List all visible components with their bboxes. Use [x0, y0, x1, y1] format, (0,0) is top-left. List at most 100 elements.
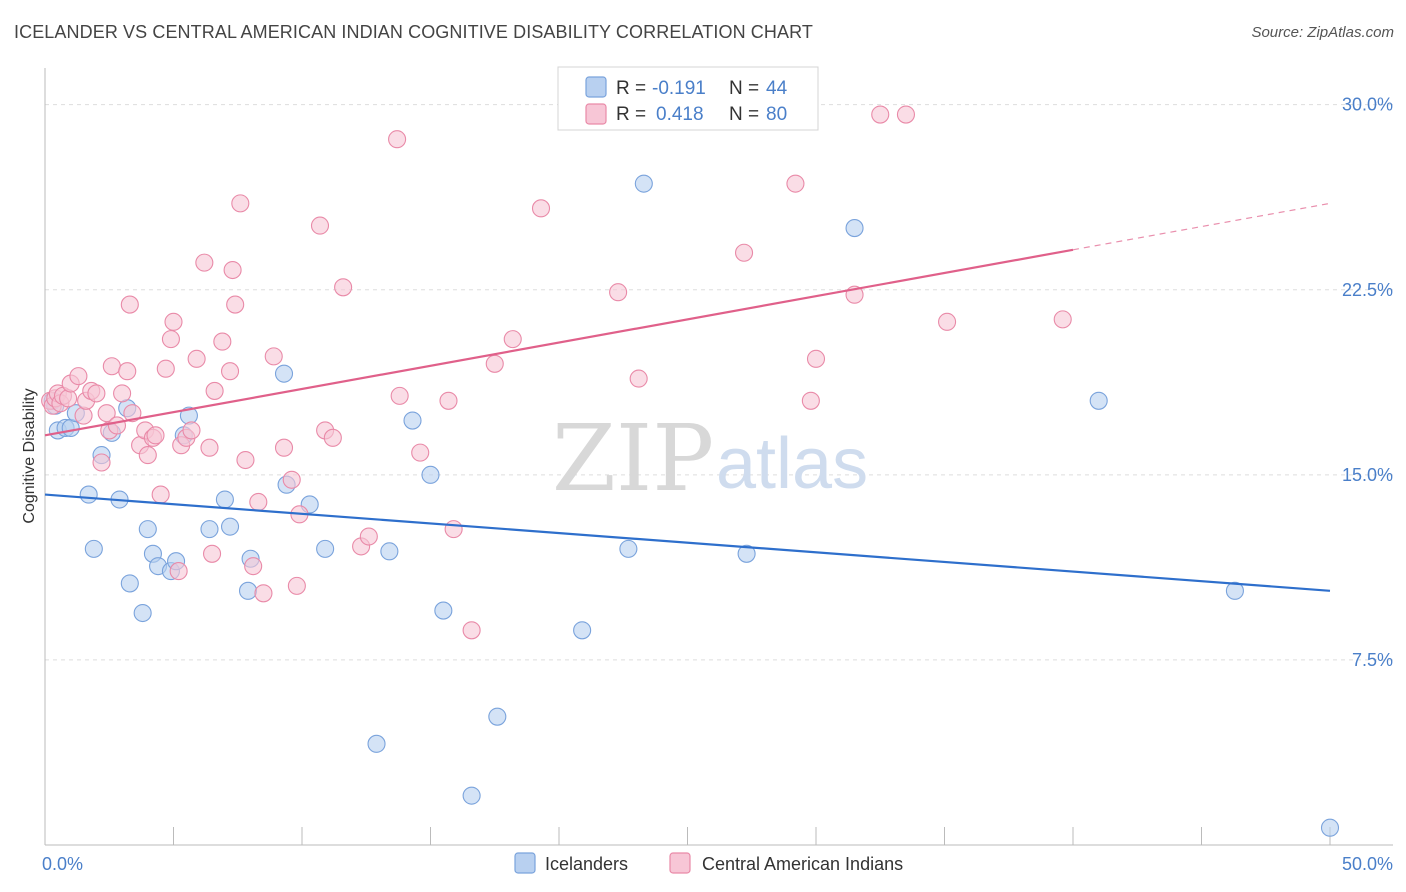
- correlation-legend: R = -0.191 N = 44 R = 0.418 N = 80: [557, 66, 819, 131]
- central-american-indians-point-74: [806, 349, 826, 368]
- central-american-indians-point-16: [102, 357, 121, 376]
- watermark-zip: ZIP: [552, 405, 714, 512]
- central-american-indians-point-8: [69, 367, 88, 386]
- central-american-indians-point-62: [411, 443, 430, 462]
- bottom-legend-swatch-icelanders: [514, 852, 536, 874]
- central-american-indians-point-43: [226, 295, 245, 314]
- central-american-indians-point-69: [609, 283, 628, 302]
- central-american-indians-point-38: [203, 544, 222, 563]
- central-american-indians-point-60: [388, 130, 407, 149]
- chart-title: ICELANDER VS CENTRAL AMERICAN INDIAN COG…: [14, 22, 813, 42]
- icelanders-point-12: [120, 574, 139, 593]
- legend-swatch-central-american-indians: [585, 103, 607, 125]
- icelanders-point-29: [316, 539, 335, 558]
- central-american-indians-point-40: [213, 332, 232, 351]
- central-american-indians-point-24: [138, 446, 157, 465]
- central-american-indians-point-72: [786, 174, 805, 193]
- central-american-indians-point-70: [629, 369, 648, 388]
- y-tick-label-2: 22.5%: [1342, 280, 1393, 300]
- central-american-indians-point-9: [74, 406, 93, 425]
- central-american-indians-point-39: [205, 381, 224, 400]
- legend-r-label-1: R =: [616, 78, 646, 99]
- y-tick-label-1: 15.0%: [1342, 465, 1393, 485]
- central-american-indians-point-51: [282, 470, 301, 489]
- gridlines: [45, 104, 1393, 661]
- icelanders-point-31: [380, 542, 399, 561]
- central-american-indians-point-26: [146, 426, 165, 445]
- icelanders-point-39: [634, 174, 653, 193]
- bottom-legend-label-icelanders: Icelanders: [545, 854, 628, 874]
- central-american-indians-point-13: [92, 453, 111, 472]
- central-american-indians-point-57: [334, 278, 353, 297]
- icelanders-point-26: [274, 364, 294, 383]
- central-american-indians-trend-line: [44, 248, 1074, 437]
- icelanders-point-38: [619, 539, 638, 558]
- legend-r-value-2: 0.418: [656, 104, 704, 125]
- legend-n-value-1: 44: [766, 78, 788, 99]
- central-american-indians-point-35: [187, 349, 206, 368]
- icelanders-point-40: [737, 544, 756, 563]
- central-american-indians-point-67: [503, 330, 522, 349]
- watermark: ZIP atlas: [552, 405, 868, 512]
- central-american-indians-point-47: [249, 492, 268, 512]
- icelanders-point-23: [220, 517, 240, 536]
- central-american-indians-point-20: [120, 295, 139, 314]
- y-tick-labels: 7.5% 15.0% 22.5% 30.0%: [1342, 95, 1393, 670]
- central-american-indians-point-66: [485, 354, 504, 373]
- central-american-indians-point-17: [107, 416, 127, 435]
- central-american-indians-point-52: [287, 576, 306, 595]
- central-american-indians-point-19: [118, 362, 137, 381]
- x-tick-labels: 0.0% 50.0%: [42, 854, 1393, 874]
- chart-source: Source: ZipAtlas.com: [1251, 24, 1394, 41]
- icelanders-point-32: [403, 411, 422, 430]
- icelanders-point-33: [421, 465, 440, 484]
- legend-n-value-2: 80: [766, 104, 787, 125]
- central-american-indians-point-12: [87, 384, 106, 403]
- legend-r-label-2: R =: [616, 104, 646, 125]
- central-american-indians-point-68: [531, 199, 551, 218]
- watermark-atlas: atlas: [716, 424, 868, 504]
- icelanders-point-21: [200, 520, 219, 539]
- icelanders-point-7: [84, 539, 103, 558]
- icelanders-point-6: [79, 485, 98, 504]
- central-american-indians-point-64: [444, 520, 463, 539]
- central-american-indians-point-14: [97, 404, 116, 423]
- central-american-indians-point-61: [390, 386, 409, 405]
- y-axis-label: Cognitive Disability: [21, 388, 38, 523]
- central-american-indians-point-6: [59, 389, 78, 408]
- icelanders-point-24: [238, 581, 258, 600]
- legend-r-value-1: -0.191: [652, 78, 706, 99]
- icelanders-point-13: [133, 603, 152, 623]
- legend-swatch-icelanders: [585, 76, 607, 98]
- icelanders-point-34: [434, 601, 453, 620]
- central-american-indians-point-30: [164, 312, 183, 331]
- central-american-indians-point-76: [871, 105, 890, 124]
- icelanders-point-36: [488, 707, 507, 726]
- central-american-indians-point-78: [938, 312, 957, 331]
- icelanders-point-37: [573, 621, 592, 640]
- central-american-indians-point-36: [195, 253, 214, 272]
- axes: [44, 68, 1393, 846]
- central-american-indians-point-73: [801, 391, 820, 410]
- trend-lines: [44, 202, 1331, 592]
- x-tick-label-0: 0.0%: [42, 854, 83, 874]
- y-tick-label-0: 7.5%: [1352, 650, 1393, 670]
- central-american-indians-point-21: [123, 404, 142, 423]
- icelanders-point-30: [367, 734, 386, 753]
- central-american-indians-point-18: [113, 384, 132, 403]
- series-legend: Icelanders Central American Indians: [514, 852, 903, 874]
- icelanders-trend-line: [44, 493, 1331, 592]
- bottom-legend-swatch-central-american-indians: [669, 852, 691, 874]
- central-american-indians-point-44: [231, 194, 250, 213]
- icelanders-point-41: [845, 219, 864, 238]
- central-american-indians-point-31: [169, 562, 188, 581]
- central-american-indians-point-77: [896, 105, 916, 124]
- central-american-indians-trend-line-extension: [1072, 202, 1331, 251]
- central-american-indians-point-63: [439, 391, 458, 410]
- icelanders-point-42: [1089, 391, 1108, 410]
- central-american-indians-point-54: [310, 216, 330, 235]
- central-american-indians-point-37: [200, 438, 219, 457]
- series-central-american-indians-points: [41, 105, 1072, 640]
- central-american-indians-point-28: [156, 359, 175, 378]
